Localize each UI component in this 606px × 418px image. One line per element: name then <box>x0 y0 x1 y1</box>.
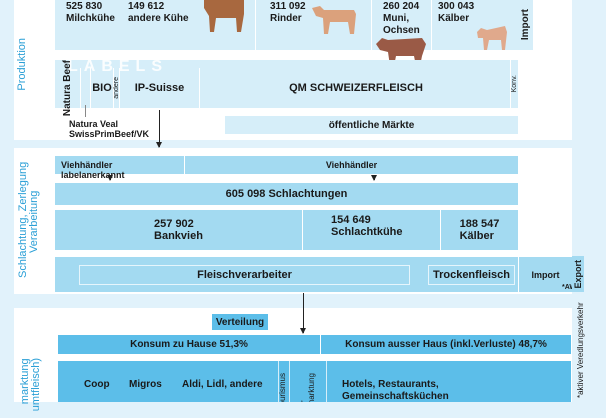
consumption-home: Konsum zu Hause 51,3% <box>58 335 320 354</box>
calf-icon <box>312 6 356 34</box>
import-label: Import <box>519 9 531 41</box>
retail-row <box>58 361 571 402</box>
natura-veal-note: Natura Veal SwissPrimBeef/VK <box>69 119 149 139</box>
tourism-label: tourismus <box>279 373 287 402</box>
label-andere: andere <box>113 68 120 108</box>
label-konv: Konv. <box>510 60 518 108</box>
export-label: Export <box>572 259 583 289</box>
divider <box>431 0 432 50</box>
herd-count: 311 092 <box>270 1 306 12</box>
section-label-line-2: umtfleisch) <box>30 358 42 412</box>
divider <box>326 361 327 402</box>
consumption-outside: Konsum ausser Haus (inkl.Verluste) 48,7% <box>321 335 571 354</box>
label-text: Natura Beef <box>62 59 73 117</box>
slaughter-count: 188 547 <box>459 218 500 230</box>
herd-count: 300 043 <box>438 1 475 12</box>
arrow-down-icon <box>156 110 162 148</box>
aw-note: *AW <box>562 284 576 291</box>
herd-label: Rinder <box>270 13 302 24</box>
divider <box>289 361 290 402</box>
footnote-aktiver-veredlungsverkehr: *aktiver Veredlungsverkehr <box>576 302 585 398</box>
meat-processor: Fleischverarbeiter <box>79 265 410 285</box>
divider <box>371 0 372 50</box>
herd-count: 525 830 <box>66 1 103 12</box>
veal-calf-icon <box>477 26 507 50</box>
label-natura-beef: Natura Beef <box>55 60 81 116</box>
connector-line <box>85 105 86 117</box>
horeca-line: Gemeinschaftsküchen <box>342 391 449 402</box>
label-text: andere <box>113 77 120 99</box>
slaughter-label: Bankvieh <box>154 230 203 242</box>
labels-watermark: LABELS <box>68 58 168 75</box>
dealer: Viehhändler <box>185 156 518 174</box>
herd-kaelber: 300 043 Kälber <box>438 1 474 25</box>
slaughter-label: Kälber <box>459 230 494 242</box>
labels-row <box>55 60 518 108</box>
retail-migros: Migros <box>129 379 162 390</box>
label-bio: BIO <box>92 82 112 94</box>
section-label-line-2: Verarbeitung <box>28 190 40 254</box>
herd-label: Milchkühe <box>66 13 115 24</box>
dried-meat: Trockenfleisch <box>428 265 515 285</box>
slaughter-label: Schlachtkühe <box>331 226 403 238</box>
horeca: Hotels, Restaurants, Gemeinschaftsküchen <box>342 379 449 403</box>
herd-box <box>55 0 518 50</box>
section-label-marketing: marktung umtfleisch) <box>20 358 50 418</box>
note-line: Natura Veal <box>69 119 119 129</box>
direct-marketing-column: i, marktung <box>290 362 326 402</box>
bull-icon <box>376 38 426 66</box>
divider <box>278 361 279 402</box>
slaughter-count: 154 649 <box>331 214 371 226</box>
herd-rinder: 311 092 Rinder <box>270 1 306 25</box>
slaughter-schlachtkuehe: 154 649 Schlachtkühe <box>303 210 440 250</box>
slaughter-bankvieh: 257 902 Bankvieh <box>55 210 302 250</box>
divider <box>255 0 256 50</box>
herd-count: 149 612 <box>128 1 165 12</box>
herd-label: andere Kühe <box>128 13 189 24</box>
retail-coop: Coop <box>84 379 110 390</box>
note-line: SwissPrimBeef/VK <box>69 129 150 139</box>
herd-milchkuehe: 525 830 Milchkühe <box>66 1 115 25</box>
fragment-label: marktung <box>307 372 316 402</box>
herd-label: Kälber <box>438 13 470 24</box>
tourism-column: tourismus <box>279 362 289 402</box>
slaughter-import: Import <box>519 257 572 292</box>
label-text: Konv. <box>511 75 518 93</box>
herd-andere-kuehe: 149 612 andere Kühe <box>128 1 189 25</box>
label-natura-veal-column <box>81 68 91 108</box>
export-column: Export <box>572 256 584 292</box>
distribution-label: Verteilung <box>212 314 268 330</box>
section-label-slaughter: Schlachtung, Zerlegung Verarbeitung <box>17 162 52 278</box>
arrow-down-icon <box>107 175 113 181</box>
public-markets: öffentliche Märkte <box>225 116 518 134</box>
label-qm-schweizerfleisch: QM SCHWEIZERFLEISCH <box>289 82 423 94</box>
slaughter-count: 257 902 <box>154 218 194 230</box>
herd-muni-ochsen: 260 204 Muni, Ochsen <box>383 1 428 37</box>
herd-label: Muni, Ochsen <box>383 13 420 36</box>
processing-row <box>55 257 518 292</box>
arrow-down-icon <box>300 293 306 334</box>
retail-aldi-lidl: Aldi, Lidl, andere <box>182 379 263 390</box>
dealer-label-recognized: Viehhändler labelanerkannt <box>55 156 185 180</box>
import-column: Import <box>518 0 533 50</box>
section-label-production: Produktion <box>16 38 28 91</box>
label-ip-suisse: IP-Suisse <box>120 68 200 108</box>
arrow-down-icon <box>371 175 377 181</box>
cow-icon <box>204 0 244 32</box>
horeca-line: Hotels, Restaurants, <box>342 379 439 390</box>
slaughter-total: 605 098 Schlachtungen <box>55 183 518 205</box>
herd-count: 260 204 <box>383 1 420 12</box>
slaughter-kaelber: 188 547 Kälber <box>441 210 518 250</box>
